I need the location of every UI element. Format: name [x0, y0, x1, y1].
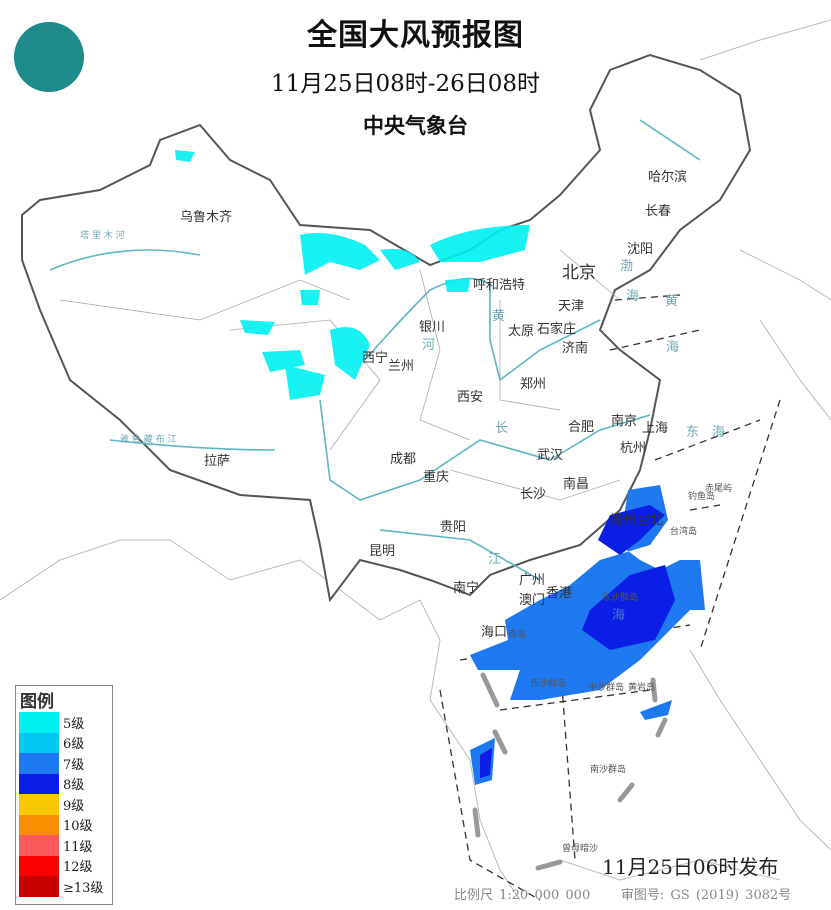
city-label: 济南: [562, 341, 589, 356]
city-label: 香港: [546, 586, 573, 601]
city-label: 杭州: [620, 441, 647, 456]
legend-item: 7级: [16, 753, 112, 774]
river-label: 黄: [492, 309, 506, 324]
legend-swatch: [19, 855, 59, 876]
legend-label: 7级: [63, 757, 85, 773]
legend-item: 12级: [16, 855, 112, 876]
legend-item: 11级: [16, 835, 112, 856]
city-label: 呼和浩特: [473, 278, 526, 293]
island-label: 钓鱼岛: [688, 492, 716, 502]
legend: 图例 5级 6级 7级 8级 9级 10级 11级 12级 ≥13级: [15, 685, 113, 905]
sea-label: 海: [712, 425, 726, 440]
issue-time: 11月25日06时发布: [602, 855, 779, 879]
river-label: 河: [422, 338, 436, 353]
city-label: 贵阳: [440, 520, 467, 535]
map-approval-number: 审图号: GS (2019) 3082号: [620, 888, 792, 903]
city-label: 海口: [481, 625, 508, 640]
island-label: 南沙群岛: [590, 765, 627, 775]
island-label: 曾母暗沙: [562, 844, 599, 854]
legend-swatch: [19, 835, 59, 856]
map-scale: 比例尺 1:20 000 000: [454, 888, 591, 903]
legend-item: 10级: [16, 814, 112, 835]
city-label: 重庆: [423, 470, 450, 485]
river-label: 雅 鲁 藏 布 江: [120, 435, 177, 445]
river-label: 塔 里 木 河: [80, 231, 125, 241]
legend-item: 6级: [16, 732, 112, 753]
city-label: 乌鲁木齐: [180, 210, 233, 225]
city-label: 太原: [508, 324, 535, 339]
sea-label: 渤: [620, 259, 634, 274]
legend-label: 6级: [63, 737, 85, 753]
city-label: 郑州: [520, 377, 547, 392]
city-label: 昆明: [369, 544, 396, 559]
china-border: [21, 53, 752, 603]
legend-swatch: [19, 732, 59, 753]
city-label: 南京: [611, 414, 638, 429]
sea-label: 黄: [665, 294, 679, 309]
city-label: 广州: [519, 573, 546, 588]
forecast-period: 11月25日08时-26日08时: [270, 71, 541, 97]
city-label: 西宁: [362, 351, 389, 366]
legend-swatch: [19, 814, 59, 835]
city-label: 成都: [390, 452, 417, 467]
legend-swatch: [19, 712, 59, 733]
legend-label: 5级: [63, 716, 85, 732]
city-label: 兰州: [388, 359, 415, 374]
city-label: 上海: [642, 421, 669, 436]
map-title: 全国大风预报图: [307, 18, 524, 53]
sea-label: 海: [666, 340, 680, 355]
legend-swatch: [19, 753, 59, 774]
cma-logo-icon: [14, 22, 84, 92]
city-label: 天津: [558, 299, 585, 314]
city-label: 沈阳: [627, 242, 654, 257]
sea-label: 海: [612, 608, 626, 623]
city-label: 福州: [610, 513, 637, 528]
city-label: 长春: [645, 204, 672, 219]
legend-swatch: [19, 773, 59, 794]
issuer: 中央气象台: [363, 113, 468, 138]
island-label: 赤尾屿: [705, 484, 733, 494]
wind-area-level5: [175, 150, 530, 400]
legend-swatch: [19, 876, 59, 897]
city-label: 武汉: [537, 448, 564, 463]
legend-label: 8级: [63, 778, 85, 794]
legend-item: 5级: [16, 712, 112, 733]
city-label: 台北: [637, 513, 664, 528]
city-label: 澳门: [519, 593, 546, 608]
city-label: 长沙: [520, 487, 547, 502]
legend-label: 10级: [63, 819, 93, 835]
legend-item: ≥13级: [16, 876, 112, 897]
sea-label: 东: [686, 425, 700, 440]
sea-label: 海: [626, 289, 640, 304]
legend-label: ≥13级: [63, 880, 104, 896]
city-label: 拉萨: [204, 454, 231, 469]
wind-area-level8: [480, 505, 675, 778]
island-label: 台湾岛: [670, 527, 698, 537]
legend-item: 8级: [16, 773, 112, 794]
island-label: 东沙群岛: [602, 593, 639, 603]
city-label: 南宁: [453, 581, 480, 596]
island-label: 黄岩岛: [628, 683, 656, 693]
legend-title: 图例: [20, 692, 54, 712]
river-label: 江: [488, 552, 502, 567]
river-label: 长: [495, 421, 509, 436]
legend-label: 9级: [63, 798, 85, 814]
city-label: 银川: [419, 320, 446, 335]
legend-item: 9级: [16, 794, 112, 815]
legend-label: 12级: [63, 860, 93, 876]
city-label: 合肥: [568, 420, 595, 435]
city-label: 西安: [457, 390, 484, 405]
city-label: 南昌: [563, 477, 590, 492]
legend-label: 11级: [63, 839, 93, 855]
island-label: 中沙群岛: [588, 683, 625, 693]
island-label: 西沙群岛: [530, 679, 567, 689]
map-footer: 比例尺 1:20 000 000 审图号: GS (2019) 3082号: [454, 884, 791, 903]
city-label: 哈尔滨: [648, 170, 688, 185]
island-label: 南岛: [508, 630, 527, 640]
legend-swatch: [19, 794, 59, 815]
city-label: 北京: [562, 263, 596, 283]
city-label: 石家庄: [537, 322, 577, 337]
